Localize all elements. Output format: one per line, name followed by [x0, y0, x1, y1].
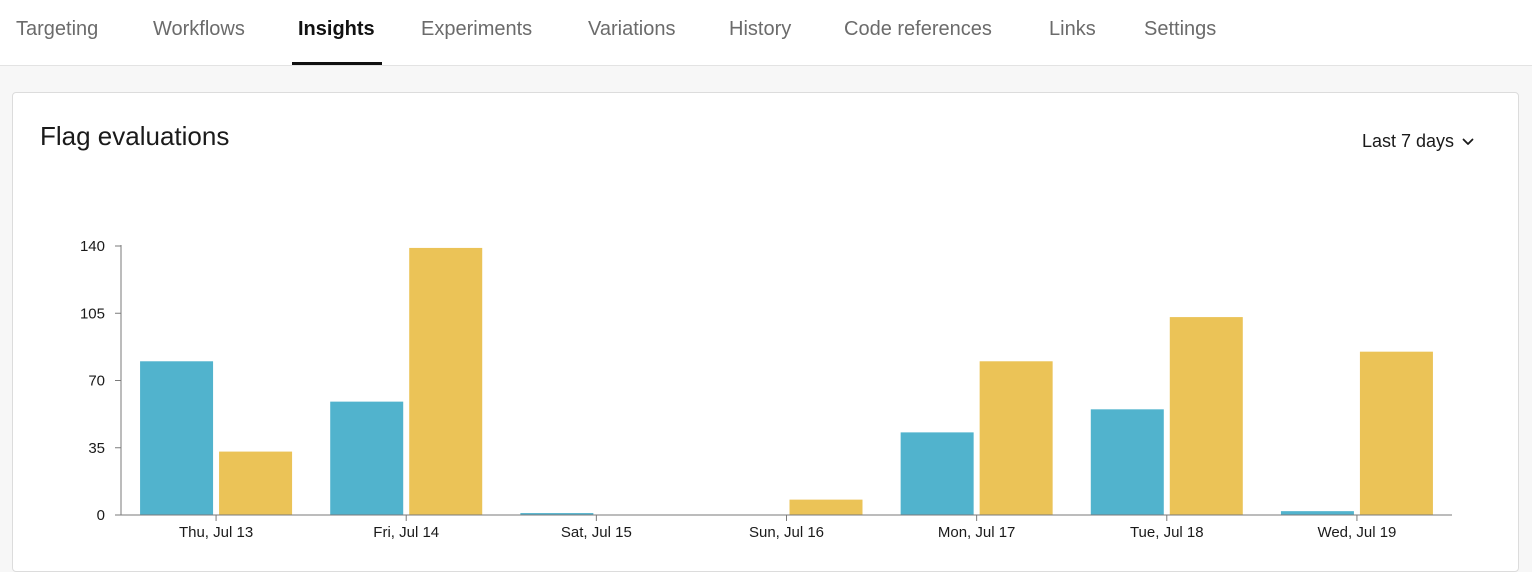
bar — [409, 247, 483, 515]
date-range-label: Last 7 days — [1362, 131, 1455, 151]
date-range-dropdown[interactable]: Last 7 days — [1362, 131, 1474, 152]
bar — [900, 432, 974, 515]
x-axis: Thu, Jul 13 Fri, Jul 14 Sat, Jul 15 Sun, Ju… — [121, 514, 1452, 541]
tab-targeting[interactable]: Targeting — [16, 18, 99, 40]
y-tick-label: 35 — [88, 440, 105, 457]
bar — [219, 451, 293, 515]
x-tick-label: Tue, Jul 18 — [1130, 524, 1204, 541]
tab-history[interactable]: History — [729, 18, 792, 40]
y-tick-label: 0 — [97, 507, 105, 524]
x-tick-label: Thu, Jul 13 — [179, 524, 253, 541]
tab-insights[interactable]: Insights — [298, 18, 375, 40]
bar — [1280, 511, 1354, 515]
x-tick-label: Wed, Jul 19 — [1317, 524, 1396, 541]
y-tick-label: 70 — [88, 373, 105, 390]
bar — [979, 361, 1053, 515]
bar — [1359, 351, 1433, 515]
tab-code-references[interactable]: Code references — [844, 18, 992, 40]
tab-variations[interactable]: Variations — [588, 18, 676, 40]
tab-experiments[interactable]: Experiments — [421, 18, 533, 40]
x-tick-label: Mon, Jul 17 — [938, 524, 1016, 541]
tab-links[interactable]: Links — [1049, 18, 1096, 40]
flag-evaluations-card: Flag evaluations Last 7 days 0 35 70 105 140… — [12, 92, 1519, 572]
x-tick-label: Sat, Jul 15 — [561, 524, 632, 541]
bars — [140, 247, 1433, 515]
x-tick-label: Fri, Jul 14 — [373, 524, 439, 541]
card-title: Flag evaluations — [40, 121, 230, 151]
bar — [789, 499, 863, 515]
tab-workflows[interactable]: Workflows — [153, 18, 245, 40]
bar — [1169, 317, 1243, 515]
y-axis: 0 35 70 105 140 — [80, 238, 122, 524]
x-tick-label: Sun, Jul 16 — [749, 524, 824, 541]
bar — [140, 361, 214, 515]
bar — [520, 513, 594, 515]
y-tick-label: 105 — [80, 305, 105, 322]
tab-settings[interactable]: Settings — [1144, 18, 1217, 40]
y-tick-label: 140 — [80, 238, 105, 255]
chevron-down-icon — [1462, 138, 1474, 146]
active-tab-indicator — [292, 62, 382, 65]
bar — [1090, 409, 1164, 515]
flag-evaluations-chart: 0 35 70 105 140 Thu, Jul 13 Fri, Jul 14 Sat, J… — [80, 238, 1452, 541]
bar — [330, 401, 404, 515]
tab-bar: Targeting Workflows Insights Experiments… — [0, 0, 1532, 66]
